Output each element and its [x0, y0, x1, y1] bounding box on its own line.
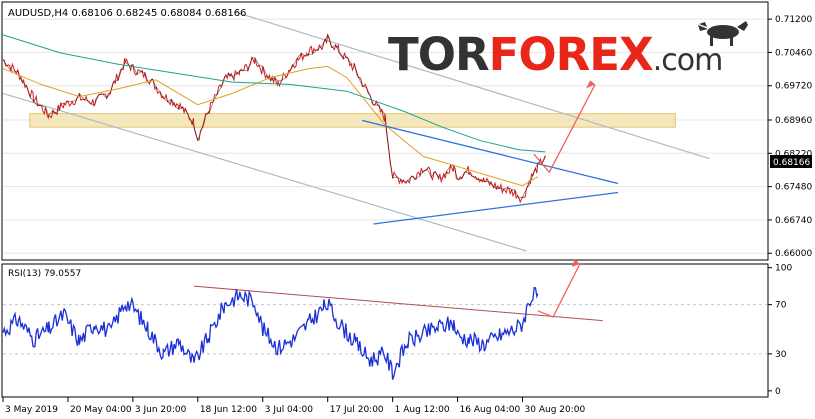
- triangle-lower-line: [373, 191, 619, 225]
- forecast-arrow-path: [533, 84, 596, 174]
- rsi-series: [2, 287, 539, 380]
- price-tick-label-7: 0.66000: [775, 249, 812, 259]
- time-tick-label-4: 3 Jul 04:00: [265, 405, 314, 415]
- ma-fast-line: [2, 65, 539, 187]
- rsi-title: RSI(13) 79.0557: [8, 269, 81, 279]
- main-grid: [3, 18, 767, 254]
- price-tick-label-3: 0.68960: [775, 116, 812, 126]
- rsi-trendline: [193, 285, 603, 322]
- bull-icon: [698, 21, 748, 46]
- svg-text:TORFOREX.com: TORFOREX.com: [388, 28, 722, 81]
- rsi-panel-frame: [1, 263, 769, 398]
- time-tick-label-6: 1 Aug 12:00: [395, 405, 450, 415]
- price-tick-label-5: 0.67480: [775, 183, 812, 193]
- time-tick-label-7: 16 Aug 04:00: [460, 405, 521, 415]
- time-tick-label-1: 20 May 04:00: [70, 405, 132, 415]
- time-tick-label-0: 3 May 2019: [5, 405, 58, 415]
- brand-left: TOR: [388, 28, 489, 81]
- main-panel-frame: [1, 1, 769, 261]
- main-price-axis: 0.71200 0.70460 0.69720 0.68960 0.68220 0.674…: [768, 15, 812, 259]
- rsi-tick-label-0: 100: [775, 264, 792, 274]
- price-tick-label-6: 0.66740: [775, 216, 812, 226]
- channel-lower-line: [2, 92, 527, 252]
- forecast-arrow-head: [586, 80, 596, 89]
- rsi-annotations-under: [193, 285, 603, 322]
- current-price-badge: 0.68166: [770, 155, 812, 168]
- rsi-forecast-arrow-path: [537, 263, 581, 318]
- price-tick-label-4: 0.68220: [775, 149, 812, 159]
- main-panel: AUDUSD,H4 0.68106 0.68245 0.68084 0.6816…: [1, 1, 812, 261]
- time-tick-label-8: 30 Aug 20:00: [525, 405, 586, 415]
- price-tick-label-1: 0.70460: [775, 48, 812, 58]
- time-tick-label-3: 18 Jun 12:00: [200, 405, 257, 415]
- price-tick-label-2: 0.69720: [775, 82, 812, 92]
- price-series-shadow: [2, 34, 546, 199]
- triangle-upper-line: [361, 119, 619, 185]
- channel-upper-line: [235, 11, 710, 160]
- ma-slow-line: [2, 34, 546, 153]
- rsi-forecast-arrow-head: [571, 259, 580, 267]
- brand-right: FOREX: [489, 28, 653, 81]
- time-axis: 3 May 2019 20 May 04:00 3 Jun 20:00 18 Jun …: [2, 397, 586, 415]
- main-annotations-over: [361, 80, 619, 225]
- main-annotations-under: [2, 11, 710, 252]
- time-tick-label-2: 3 Jun 20:00: [135, 405, 187, 415]
- time-tick-label-5: 17 Jul 20:00: [330, 405, 384, 415]
- support-zone: [29, 113, 676, 128]
- price-tick-label-0: 0.71200: [775, 15, 812, 25]
- rsi-panel: RSI(13) 79.0557 100 70 30 0: [1, 259, 792, 398]
- svg-text:0.68166: 0.68166: [773, 158, 810, 168]
- watermark-logo: TORFOREX.com: [388, 21, 748, 81]
- main-series: [2, 33, 546, 204]
- rsi-tick-label-1: 70: [775, 301, 787, 311]
- rsi-tick-label-2: 30: [775, 350, 787, 360]
- rsi-axis: 100 70 30 0: [768, 264, 792, 397]
- rsi-series-line: [2, 287, 539, 380]
- symbol-label: AUDUSD,H4 0.68106 0.68245 0.68084 0.6816…: [8, 8, 246, 19]
- rsi-tick-label-3: 0: [775, 387, 781, 397]
- rsi-annotations-over: [537, 259, 581, 318]
- brand-suffix: .com: [653, 43, 723, 78]
